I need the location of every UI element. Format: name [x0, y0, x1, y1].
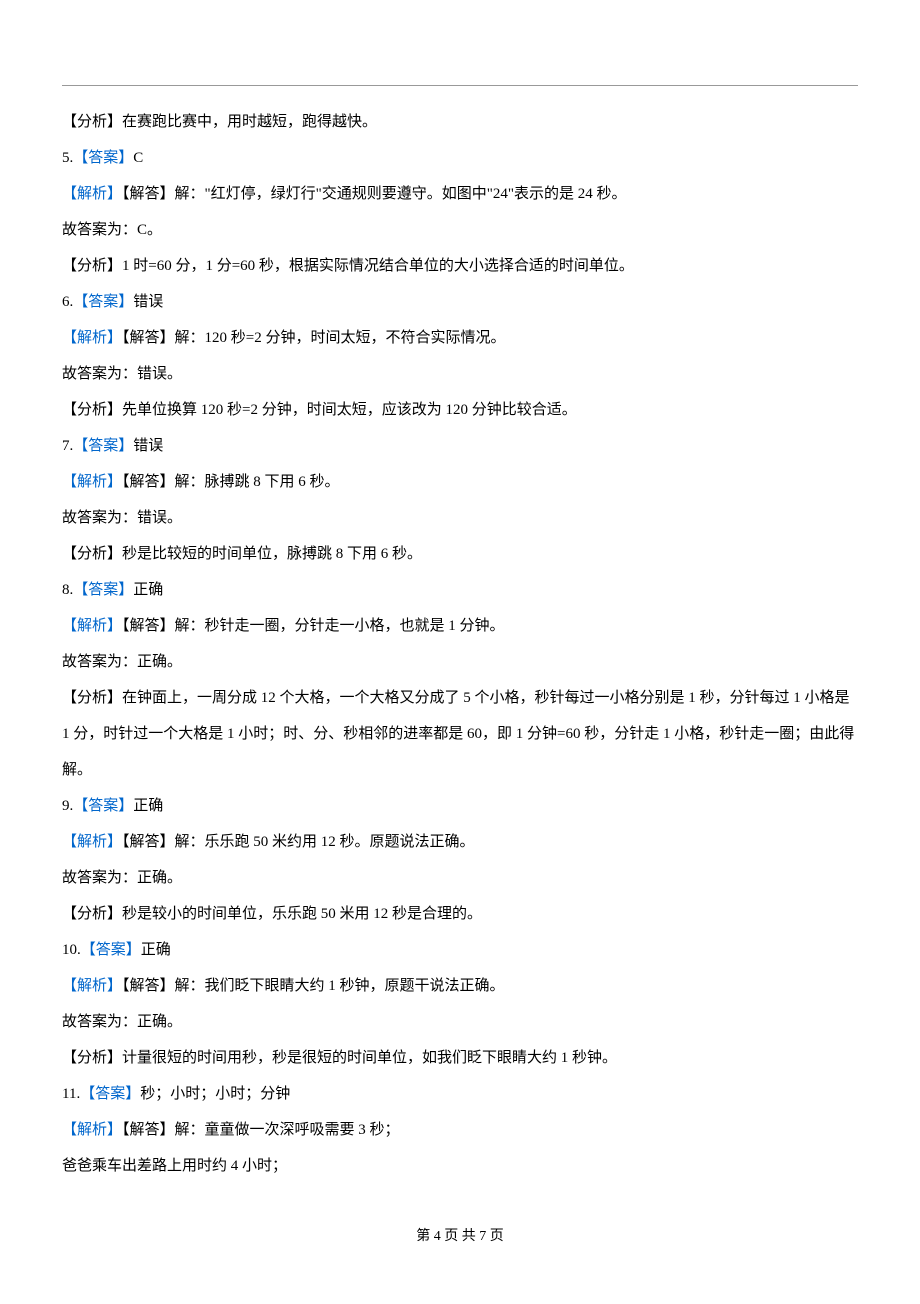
parse-label: 【解析】: [62, 330, 122, 346]
page-separator: [62, 85, 858, 86]
parse-text: 【解答】解：秒针走一圈，分针走一小格，也就是 1 分钟。: [122, 618, 505, 634]
text-line: 7.【答案】错误: [62, 428, 858, 464]
question-number: 8.: [62, 582, 73, 598]
text-line: 【分析】在赛跑比赛中，用时越短，跑得越快。: [62, 104, 858, 140]
text-line: 【解析】【解答】解：脉搏跳 8 下用 6 秒。: [62, 464, 858, 500]
answer-label: 【答案】: [80, 1086, 140, 1102]
question-number: 5.: [62, 150, 73, 166]
answer-text: 正确: [133, 798, 163, 814]
answer-label: 【答案】: [73, 438, 133, 454]
text-line: 【解析】【解答】解：120 秒=2 分钟，时间太短，不符合实际情况。: [62, 320, 858, 356]
text-line: 9.【答案】正确: [62, 788, 858, 824]
question-number: 10.: [62, 942, 81, 958]
answer-text: 正确: [133, 582, 163, 598]
text-line: 6.【答案】错误: [62, 284, 858, 320]
text-line: 5.【答案】C: [62, 140, 858, 176]
plain-text: 【分析】先单位换算 120 秒=2 分钟，时间太短，应该改为 120 分钟比较合…: [62, 402, 577, 418]
text-line: 故答案为：正确。: [62, 644, 858, 680]
answer-text: C: [133, 150, 143, 166]
plain-text: 【分析】秒是比较短的时间单位，脉搏跳 8 下用 6 秒。: [62, 546, 422, 562]
plain-text: 【分析】在赛跑比赛中，用时越短，跑得越快。: [62, 114, 377, 130]
parse-text: 【解答】解：童童做一次深呼吸需要 3 秒；: [122, 1122, 400, 1138]
plain-text: 爸爸乘车出差路上用时约 4 小时；: [62, 1158, 287, 1174]
text-line: 【分析】计量很短的时间用秒，秒是很短的时间单位，如我们眨下眼睛大约 1 秒钟。: [62, 1040, 858, 1076]
text-line: 【分析】秒是较小的时间单位，乐乐跑 50 米用 12 秒是合理的。: [62, 896, 858, 932]
text-line: 故答案为：C。: [62, 212, 858, 248]
text-line: 【解析】【解答】解：我们眨下眼睛大约 1 秒钟，原题干说法正确。: [62, 968, 858, 1004]
text-line: 10.【答案】正确: [62, 932, 858, 968]
parse-label: 【解析】: [62, 1122, 122, 1138]
document-content: 【分析】在赛跑比赛中，用时越短，跑得越快。5.【答案】C【解析】【解答】解："红…: [62, 104, 858, 1184]
answer-text: 正确: [141, 942, 171, 958]
page-number: 第 4 页 共 7 页: [416, 1229, 504, 1244]
text-line: 【解析】【解答】解：秒针走一圈，分针走一小格，也就是 1 分钟。: [62, 608, 858, 644]
text-line: 【解析】【解答】解："红灯停，绿灯行"交通规则要遵守。如图中"24"表示的是 2…: [62, 176, 858, 212]
text-line: 8.【答案】正确: [62, 572, 858, 608]
parse-text: 【解答】解：脉搏跳 8 下用 6 秒。: [122, 474, 340, 490]
plain-text: 【分析】秒是较小的时间单位，乐乐跑 50 米用 12 秒是合理的。: [62, 906, 482, 922]
plain-text: 故答案为：正确。: [62, 1014, 182, 1030]
text-line: 11.【答案】秒；小时；小时；分钟: [62, 1076, 858, 1112]
plain-text: 【分析】在钟面上，一周分成 12 个大格，一个大格又分成了 5 个小格，秒针每过…: [62, 690, 854, 778]
text-line: 【解析】【解答】解：乐乐跑 50 米约用 12 秒。原题说法正确。: [62, 824, 858, 860]
question-number: 7.: [62, 438, 73, 454]
plain-text: 故答案为：C。: [62, 222, 162, 238]
text-line: 【解析】【解答】解：童童做一次深呼吸需要 3 秒；: [62, 1112, 858, 1148]
answer-label: 【答案】: [73, 150, 133, 166]
text-line: 【分析】秒是比较短的时间单位，脉搏跳 8 下用 6 秒。: [62, 536, 858, 572]
parse-text: 【解答】解："红灯停，绿灯行"交通规则要遵守。如图中"24"表示的是 24 秒。: [122, 186, 627, 202]
text-line: 【分析】在钟面上，一周分成 12 个大格，一个大格又分成了 5 个小格，秒针每过…: [62, 680, 858, 788]
answer-text: 错误: [133, 438, 163, 454]
text-line: 故答案为：错误。: [62, 500, 858, 536]
plain-text: 【分析】计量很短的时间用秒，秒是很短的时间单位，如我们眨下眼睛大约 1 秒钟。: [62, 1050, 617, 1066]
plain-text: 故答案为：正确。: [62, 654, 182, 670]
parse-label: 【解析】: [62, 834, 122, 850]
answer-label: 【答案】: [73, 798, 133, 814]
answer-label: 【答案】: [73, 582, 133, 598]
text-line: 爸爸乘车出差路上用时约 4 小时；: [62, 1148, 858, 1184]
answer-label: 【答案】: [81, 942, 141, 958]
text-line: 故答案为：正确。: [62, 1004, 858, 1040]
text-line: 【分析】先单位换算 120 秒=2 分钟，时间太短，应该改为 120 分钟比较合…: [62, 392, 858, 428]
page-footer: 第 4 页 共 7 页: [62, 1220, 858, 1254]
parse-text: 【解答】解：乐乐跑 50 米约用 12 秒。原题说法正确。: [122, 834, 475, 850]
plain-text: 【分析】1 时=60 分，1 分=60 秒，根据实际情况结合单位的大小选择合适的…: [62, 258, 634, 274]
text-line: 故答案为：正确。: [62, 860, 858, 896]
answer-text: 秒；小时；小时；分钟: [140, 1086, 290, 1102]
parse-label: 【解析】: [62, 618, 122, 634]
answer-label: 【答案】: [73, 294, 133, 310]
answer-text: 错误: [133, 294, 163, 310]
question-number: 6.: [62, 294, 73, 310]
parse-text: 【解答】解：我们眨下眼睛大约 1 秒钟，原题干说法正确。: [122, 978, 505, 994]
question-number: 11.: [62, 1086, 80, 1102]
parse-text: 【解答】解：120 秒=2 分钟，时间太短，不符合实际情况。: [122, 330, 505, 346]
parse-label: 【解析】: [62, 978, 122, 994]
parse-label: 【解析】: [62, 186, 122, 202]
parse-label: 【解析】: [62, 474, 122, 490]
text-line: 故答案为：错误。: [62, 356, 858, 392]
plain-text: 故答案为：正确。: [62, 870, 182, 886]
plain-text: 故答案为：错误。: [62, 366, 182, 382]
plain-text: 故答案为：错误。: [62, 510, 182, 526]
text-line: 【分析】1 时=60 分，1 分=60 秒，根据实际情况结合单位的大小选择合适的…: [62, 248, 858, 284]
question-number: 9.: [62, 798, 73, 814]
